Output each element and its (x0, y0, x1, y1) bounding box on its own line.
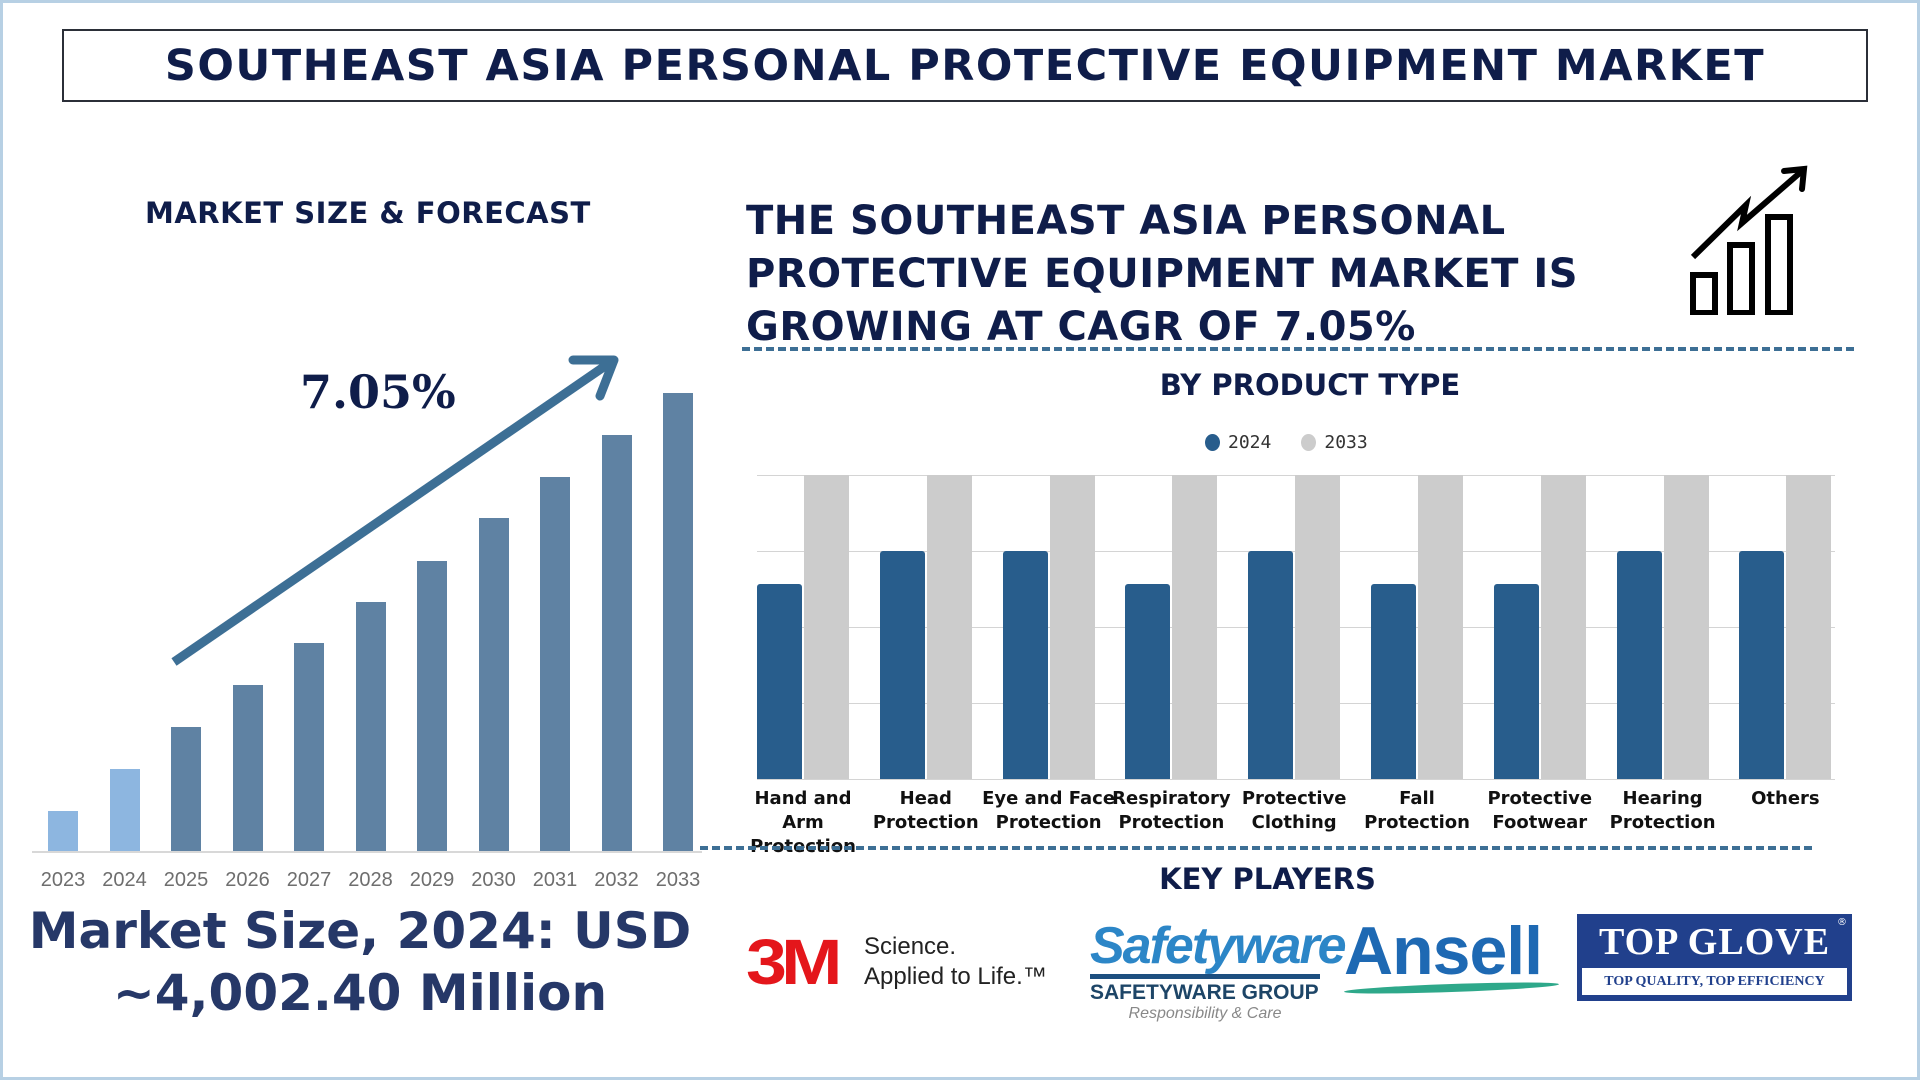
legend-item-2033[interactable]: 2033 (1301, 432, 1368, 453)
category-label: Protective Clothing (1241, 788, 1347, 833)
bar-2033-head-protection (926, 475, 972, 779)
growth-arrow-icon (171, 355, 619, 666)
header-banner: SOUTHEAST ASIA PERSONAL PROTECTIVE EQUIP… (62, 29, 1868, 102)
x-tick-label: 2026 (225, 869, 270, 891)
growth-chart-icon (1690, 165, 1808, 315)
legend-label: 2033 (1324, 432, 1368, 453)
x-tick-label: 2031 (532, 869, 578, 891)
page-title: SOUTHEAST ASIA PERSONAL PROTECTIVE EQUIP… (164, 40, 1766, 91)
x-tick-label: 2029 (409, 869, 455, 891)
bar-2032 (601, 435, 632, 851)
safetyware-group: SAFETYWARE GROUP (1090, 981, 1319, 1004)
legend-item-2024[interactable]: 2024 (1205, 432, 1271, 453)
chart-legend: 2024 2033 (1205, 432, 1368, 453)
registered-icon: ® (1837, 917, 1847, 928)
bar-2024-respiratory-protection (1125, 584, 1171, 779)
x-tick-label: 2028 (348, 869, 393, 891)
bar-2028 (355, 602, 386, 851)
logo-3m[interactable]: 3M Science. Applied to Life.™ (746, 925, 1047, 999)
market-forecast-title: MARKET SIZE & FORECAST (145, 196, 591, 230)
bar-2033-protective-clothing (1295, 475, 1341, 779)
bar-2024-others (1739, 551, 1785, 779)
market-size-line1: Market Size, 2024: USD (28, 902, 692, 960)
category-label: Protective Footwear (1487, 788, 1593, 833)
bar-2033-hearing-protection (1663, 475, 1709, 779)
bar-2023 (48, 810, 78, 851)
category-label: Head Protection (872, 788, 979, 833)
market-size-line2: ~4,002.40 Million (112, 964, 608, 1022)
x-tick-label: 2027 (286, 869, 332, 891)
bar-2033-hand-and-arm-protection (804, 475, 849, 779)
x-tick-label: 2025 (163, 869, 209, 891)
bar-2024-eye-and-face-protection (1002, 551, 1048, 779)
bar-2024-fall-protection (1371, 584, 1416, 779)
bar-2024 (109, 768, 140, 851)
x-tick-label: 2023 (40, 869, 86, 891)
bar-2033-eye-and-face-protection (1049, 475, 1095, 779)
legend-dot-icon (1301, 434, 1317, 451)
top-glove-mark: TOP GLOVE (1598, 921, 1831, 963)
3m-tagline: Science. Applied to Life.™ (864, 932, 1047, 992)
top-glove-tagline: TOP QUALITY, TOP EFFICIENCY (1582, 968, 1847, 995)
3m-tagline-line2: Applied to Life.™ (864, 963, 1047, 990)
bar-2033-others (1786, 475, 1832, 779)
logo-top-glove[interactable]: ® TOP GLOVE TOP QUALITY, TOP EFFICIENCY (1577, 914, 1852, 1001)
category-label: Hand and Arm Protection (750, 788, 856, 857)
ansell-mark: Ansell (1344, 913, 1543, 989)
x-tick-label: 2033 (655, 869, 701, 891)
3m-mark: 3M (746, 926, 842, 998)
bar-2026 (232, 685, 263, 851)
bar-2024-head-protection (879, 551, 925, 779)
bar-2033-respiratory-protection (1172, 475, 1218, 779)
divider-top (742, 347, 1854, 351)
market-size-chart: 2023 2024 2025 2026 2027 2028 2029 2030 2031 2032… (30, 380, 710, 900)
category-label: Fall Protection (1364, 788, 1470, 833)
bar-2027 (294, 643, 324, 851)
bar-2031 (540, 476, 570, 851)
bar-2029 (417, 560, 447, 851)
x-tick-label: 2024 (102, 869, 147, 891)
legend-label: 2024 (1228, 432, 1272, 453)
bar-2033 (663, 393, 693, 851)
product-type-chart: Hand and Arm Protection Head Protection Eye … (750, 475, 1835, 857)
gridline (757, 779, 1835, 780)
category-label: Respiratory Protection (1112, 788, 1231, 833)
cagr-label: 7.05% (300, 365, 456, 419)
divider-bottom (700, 846, 1812, 850)
category-label: Hearing Protection (1609, 788, 1716, 833)
product-type-title: BY PRODUCT TYPE (1159, 368, 1461, 402)
bar-2030 (478, 518, 509, 851)
logo-safetyware[interactable]: Safetyware SAFETYWARE GROUP Responsibili… (1090, 918, 1347, 1023)
x-axis-line (32, 851, 702, 853)
safetyware-tagline: Responsibility & Care (1128, 1005, 1282, 1022)
category-label: Others (1751, 788, 1820, 809)
bar-2033-protective-footwear (1540, 475, 1586, 779)
legend-dot-icon (1205, 434, 1220, 451)
bar-2024-protective-footwear (1493, 584, 1539, 779)
category-label: Eye and Face Protection (982, 788, 1116, 833)
logo-ansell[interactable]: Ansell (1343, 912, 1560, 996)
bar-2025 (171, 726, 201, 851)
key-players-title: KEY PLAYERS (1159, 862, 1376, 896)
bar-2024-protective-clothing (1248, 551, 1294, 779)
bar-2024-hand-and-arm-protection (757, 584, 802, 779)
3m-tagline-line1: Science. (864, 933, 957, 960)
bar-2024-hearing-protection (1616, 551, 1662, 779)
x-tick-label: 2030 (471, 869, 516, 891)
market-size-text: Market Size, 2024: USD ~4,002.40 Million (20, 900, 700, 1024)
cagr-headline: THE SOUTHEAST ASIA PERSONAL PROTECTIVE E… (746, 198, 1579, 350)
safetyware-mark: Safetyware (1090, 918, 1347, 979)
x-tick-label: 2032 (594, 869, 639, 891)
bar-2033-fall-protection (1418, 475, 1463, 779)
